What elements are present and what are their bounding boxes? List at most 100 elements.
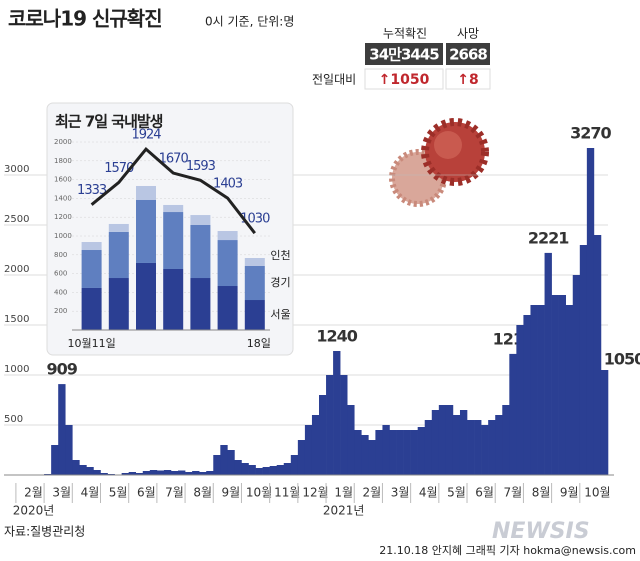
bar <box>333 351 341 475</box>
x-tick-label: 6월 <box>475 486 494 500</box>
stat-label: 사망 <box>457 27 479 41</box>
stacked-bar <box>136 185 156 200</box>
value-label: 2221 <box>528 228 569 247</box>
stat-change: ↑1050 <box>379 72 430 88</box>
bar <box>65 425 73 475</box>
bar <box>572 275 581 475</box>
stacked-bar <box>136 262 156 330</box>
bar <box>396 430 404 475</box>
bar <box>452 415 461 475</box>
bar <box>361 435 369 475</box>
bar <box>121 473 129 475</box>
bar <box>551 295 559 475</box>
bar <box>58 384 66 475</box>
bar <box>248 465 256 475</box>
bar <box>424 420 433 475</box>
virus-illustration <box>389 118 489 207</box>
line-value-label: 1593 <box>186 159 216 174</box>
bar <box>495 415 503 475</box>
bar <box>178 470 186 475</box>
bar <box>220 445 228 475</box>
x-tick-label: 7월 <box>165 486 184 500</box>
bar <box>283 463 292 475</box>
stat-value: 34만3445 <box>369 46 439 64</box>
legend-label: 서울 <box>270 308 290 321</box>
y-tick-label: 600 <box>54 270 67 278</box>
source: 자료:질병관리청 <box>4 525 85 539</box>
bar <box>354 430 362 475</box>
y-tick-label: 1500 <box>4 314 29 325</box>
stacked-bar <box>244 265 265 301</box>
bar <box>459 410 468 475</box>
bar <box>474 420 482 475</box>
bar <box>347 405 355 475</box>
bar <box>403 430 411 475</box>
bar <box>509 353 517 475</box>
bar <box>297 440 306 475</box>
stacked-bar <box>81 287 102 330</box>
stacked-bar <box>81 242 102 251</box>
x-tick-label: 9월 <box>560 486 579 500</box>
inset-plot: 200 400 600 800 1000 1200 1400 1600 1800 2000 10월1… <box>54 128 291 350</box>
stat-box <box>364 68 444 90</box>
bar <box>170 471 179 475</box>
bar <box>51 445 59 475</box>
bar <box>593 235 602 475</box>
x-tick-label: 2월 <box>363 486 382 500</box>
stacked-bar <box>190 278 211 330</box>
y-tick-label: 200 <box>54 307 67 315</box>
bar <box>375 430 383 475</box>
bar <box>417 427 426 475</box>
bar <box>537 305 545 475</box>
bar <box>502 405 510 475</box>
y-tick-label: 1000 <box>4 364 29 375</box>
bar <box>544 252 552 475</box>
stacked-bar <box>108 223 129 232</box>
bar <box>558 295 567 475</box>
y-tick-label: 2000 <box>4 264 29 275</box>
stat-box <box>365 43 443 65</box>
x-tick-label: 8월 <box>532 486 551 500</box>
bar <box>156 470 165 475</box>
value-label: 1050 <box>604 350 640 369</box>
bar <box>185 472 193 475</box>
chart-subtitle: 0시 기준, 단위:명 <box>205 15 294 29</box>
bar <box>565 305 574 475</box>
stacked-bar <box>244 300 265 330</box>
line-value-label: 1333 <box>77 183 107 198</box>
stat-box <box>446 43 490 65</box>
y-tick-label: 400 <box>54 288 67 296</box>
bar <box>304 425 313 475</box>
bar <box>290 455 299 475</box>
bar <box>192 471 200 475</box>
bar <box>516 325 524 475</box>
bar <box>389 430 397 475</box>
x-tick-label: 5월 <box>447 486 466 500</box>
bar <box>340 375 348 475</box>
x-tick-label: 2월 <box>24 486 43 500</box>
y-tick-label: 2000 <box>54 138 72 146</box>
bar <box>445 405 454 475</box>
inset-title: 최근 7일 국내발생 <box>55 113 163 131</box>
x-tick-label: 3월 <box>391 486 410 500</box>
bar <box>586 148 595 475</box>
x-tick-label: 10월11일 <box>67 336 115 350</box>
y-tick-label: 2500 <box>4 214 29 225</box>
y-tick-label: 1800 <box>54 157 72 165</box>
bar <box>311 415 320 475</box>
stacked-bar <box>163 204 184 213</box>
x-tick-label: 4월 <box>419 486 438 500</box>
year-label: 2020년 <box>13 504 55 518</box>
x-tick-label: 4월 <box>81 486 100 500</box>
x-tick-label: 5월 <box>109 486 128 500</box>
stacked-bar <box>136 199 156 263</box>
stacked-bar <box>108 278 129 330</box>
bar <box>135 473 144 475</box>
value-label: 909 <box>47 360 78 379</box>
value-label: 1240 <box>316 327 357 346</box>
bar <box>319 395 327 475</box>
bar <box>227 450 235 475</box>
bar <box>368 440 376 475</box>
x-tick-label: 10월 <box>246 486 272 500</box>
stacked-bar <box>108 231 129 279</box>
